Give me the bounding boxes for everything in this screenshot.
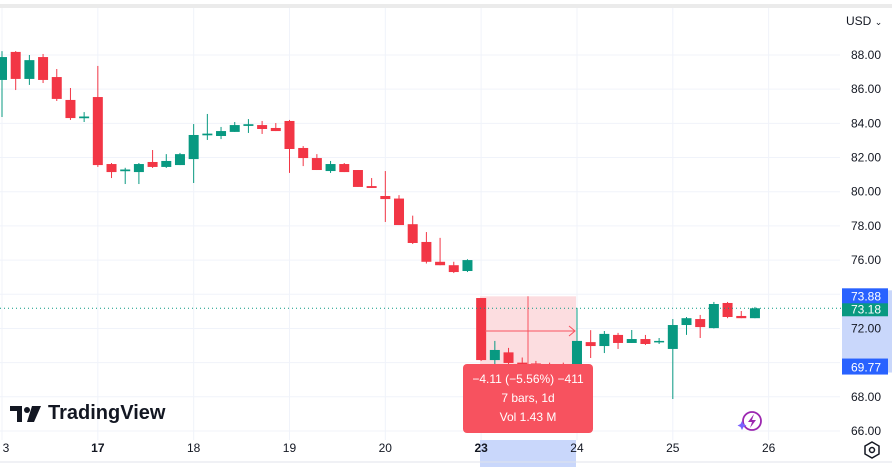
price-tick: 68.00 bbox=[851, 390, 881, 404]
candle-body bbox=[298, 147, 309, 159]
candle-body bbox=[120, 169, 131, 172]
candle-body bbox=[133, 164, 144, 173]
measure-bottom-label: 69.77 bbox=[851, 361, 881, 375]
chevron-down-icon: ⌄ bbox=[874, 17, 883, 27]
candle-body bbox=[352, 170, 363, 187]
candle-body bbox=[722, 302, 733, 317]
measure-volume: Vol 1.43 M bbox=[499, 410, 557, 424]
candle-body bbox=[749, 308, 760, 319]
candle-body bbox=[65, 99, 76, 119]
candle-body bbox=[585, 342, 596, 347]
candle-body bbox=[599, 333, 610, 347]
last-price-badge bbox=[842, 300, 888, 317]
candle-body bbox=[654, 340, 665, 343]
candle-body bbox=[380, 195, 391, 200]
time-tick: 25 bbox=[666, 441, 680, 455]
time-tick: 3 bbox=[3, 441, 10, 455]
price-tick: 82.00 bbox=[851, 151, 881, 165]
candle-body bbox=[38, 57, 49, 80]
candle-body bbox=[106, 164, 117, 173]
candle-body bbox=[174, 154, 185, 166]
candle-body bbox=[216, 131, 227, 137]
candle-body bbox=[92, 97, 103, 166]
top-border bbox=[0, 4, 892, 8]
tradingview-logo-icon bbox=[10, 405, 41, 422]
measure-top-badge bbox=[842, 288, 888, 304]
lightning-icon-circle bbox=[742, 411, 762, 431]
candle-body bbox=[435, 261, 446, 266]
settings-icon[interactable] bbox=[862, 440, 882, 460]
candle-body bbox=[640, 339, 651, 344]
candle-body bbox=[394, 198, 405, 226]
candle-body bbox=[613, 334, 624, 343]
measure-change: −4.11 (−5.56%) −411 bbox=[472, 372, 584, 386]
time-tick: 20 bbox=[379, 441, 393, 455]
measure-bars: 7 bars, 1d bbox=[501, 391, 555, 405]
logo-text: TradingView bbox=[48, 402, 166, 424]
measure-tooltip: −4.11 (−5.56%) −411 7 bars, 1d Vol 1.43 … bbox=[463, 364, 593, 433]
lightning-icon-bolt bbox=[748, 414, 756, 428]
candle-body bbox=[736, 315, 747, 319]
price-tick: 80.00 bbox=[851, 185, 881, 199]
candle-body bbox=[147, 161, 158, 167]
price-tick: 78.00 bbox=[851, 219, 881, 233]
candle-body bbox=[257, 125, 268, 129]
candle-body bbox=[339, 164, 350, 173]
candle-body bbox=[161, 160, 172, 167]
candle-body bbox=[489, 349, 500, 361]
price-tick: 86.00 bbox=[851, 82, 881, 96]
candle-body bbox=[681, 318, 692, 326]
candle-body bbox=[571, 340, 582, 367]
time-tick: 24 bbox=[570, 441, 584, 455]
measure-bottom-badge bbox=[842, 358, 888, 375]
candle-body bbox=[366, 186, 377, 188]
candle-body bbox=[421, 241, 432, 262]
candle-body bbox=[311, 158, 322, 171]
candle-body bbox=[24, 60, 35, 79]
time-axis-highlight bbox=[480, 440, 576, 467]
arrow-head-icon bbox=[568, 325, 576, 337]
candle-body bbox=[462, 260, 473, 272]
time-tick: 19 bbox=[283, 441, 297, 455]
candle-body bbox=[708, 304, 719, 329]
candle-body bbox=[202, 133, 213, 136]
candle-body bbox=[51, 77, 62, 99]
last-price-label: 73.18 bbox=[851, 302, 881, 316]
price-tick: 66.00 bbox=[851, 424, 881, 438]
price-tick: 76.00 bbox=[851, 253, 881, 267]
candle-body bbox=[325, 164, 336, 172]
tradingview-logo[interactable]: TradingView bbox=[10, 402, 165, 425]
time-tick: 17 bbox=[91, 441, 105, 455]
price-tick: 88.00 bbox=[851, 48, 881, 62]
candle-body bbox=[0, 57, 7, 80]
candle-body bbox=[10, 51, 21, 79]
candle-body bbox=[503, 352, 514, 363]
candle-body bbox=[695, 319, 706, 328]
candle-body bbox=[270, 127, 281, 132]
candle-body bbox=[243, 124, 254, 126]
candle-body bbox=[626, 339, 637, 343]
candle-body bbox=[79, 116, 90, 119]
candle-body bbox=[667, 325, 678, 349]
currency-selector[interactable]: USD ⌄ bbox=[846, 14, 882, 28]
candle-body bbox=[229, 125, 240, 132]
candle-body bbox=[448, 265, 459, 273]
measure-top-label: 73.88 bbox=[851, 289, 881, 303]
candle-body bbox=[188, 134, 199, 160]
time-tick: 26 bbox=[762, 441, 776, 455]
currency-label: USD bbox=[846, 14, 872, 28]
time-tick: 18 bbox=[187, 441, 201, 455]
sparkle-icon bbox=[737, 421, 747, 430]
time-tick: 23 bbox=[474, 441, 488, 455]
candle-body bbox=[476, 298, 487, 361]
candle-body bbox=[517, 362, 528, 365]
price-tick: 84.00 bbox=[851, 116, 881, 130]
price-tick: 72.00 bbox=[851, 321, 881, 335]
candle-body bbox=[407, 224, 418, 243]
candle-body bbox=[284, 120, 295, 149]
